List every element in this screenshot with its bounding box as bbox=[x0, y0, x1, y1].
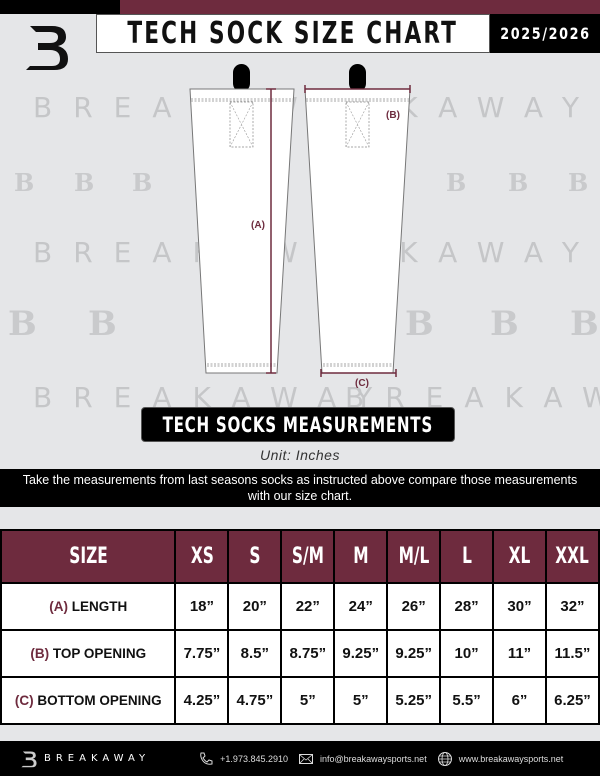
sock-diagram: (A) (B) (C) bbox=[189, 64, 411, 389]
table-cell: 11.5” bbox=[544, 629, 600, 678]
table-cell: 24” bbox=[333, 582, 389, 631]
table-cell: 6” bbox=[492, 676, 547, 725]
watermark-logo-icon: B bbox=[490, 304, 519, 344]
top-bar-accent bbox=[120, 0, 600, 14]
table-cell: 18” bbox=[174, 582, 230, 631]
header-size-col: L bbox=[439, 529, 495, 584]
label-c: (C) bbox=[355, 378, 369, 389]
table-cell: 9.25” bbox=[333, 629, 389, 678]
watermark-logo-icon: B bbox=[405, 304, 434, 344]
header-size-col: S/M bbox=[280, 529, 336, 584]
watermark-text: BREAKAWAY bbox=[380, 91, 600, 124]
header-size-col: M bbox=[333, 529, 389, 584]
watermark-logo-icon: B bbox=[570, 304, 599, 344]
watermark-logo-icon: B bbox=[446, 168, 467, 197]
label-b: (B) bbox=[386, 110, 400, 121]
header-size: SIZE bbox=[0, 529, 177, 584]
table-cell: 4.75” bbox=[227, 676, 283, 725]
unit-label: Unit: Inches bbox=[260, 447, 340, 463]
top-bar-black bbox=[0, 0, 120, 14]
table-cell: 7.75” bbox=[174, 629, 230, 678]
left-sock: (A) bbox=[189, 64, 295, 374]
table-cell: 4.25” bbox=[174, 676, 230, 725]
watermark-text: BREAKAWAY bbox=[380, 236, 600, 269]
header-size-col: XS bbox=[174, 529, 230, 584]
season-badge: 2025/2026 bbox=[490, 14, 600, 53]
table-cell: 6.25” bbox=[544, 676, 600, 725]
table-cell: 5.5” bbox=[439, 676, 495, 725]
table-cell: 5” bbox=[280, 676, 336, 725]
table-cell: 26” bbox=[386, 582, 442, 631]
watermark-logo-icon: B bbox=[14, 168, 35, 197]
watermark-logo-icon: B bbox=[8, 304, 37, 344]
watermark-logo-icon: B bbox=[568, 168, 589, 197]
table-cell: 11” bbox=[492, 629, 547, 678]
table-cell: 20” bbox=[227, 582, 283, 631]
table-header-row: SIZE XS S S/M M M/L L XL XXL bbox=[0, 529, 600, 584]
table-cell: 28” bbox=[439, 582, 495, 631]
table-cell: 8.5” bbox=[227, 629, 283, 678]
table-cell: 9.25” bbox=[386, 629, 442, 678]
watermark-logo-icon: B bbox=[88, 304, 117, 344]
right-sock: (B) (C) bbox=[304, 64, 411, 389]
measurements-title: TECH SOCKS MEASUREMENTS bbox=[162, 412, 434, 437]
header-size-col: XXL bbox=[544, 529, 600, 584]
mail-icon bbox=[299, 753, 313, 764]
watermark-logo-icon: B bbox=[74, 168, 95, 197]
row-label: (B) TOP OPENING bbox=[0, 629, 177, 678]
header-size-col: S bbox=[227, 529, 283, 584]
table-cell: 22” bbox=[280, 582, 336, 631]
measurements-banner: TECH SOCKS MEASUREMENTS bbox=[141, 407, 455, 442]
watermark-logo-icon: B bbox=[508, 168, 529, 197]
table-cell: 32” bbox=[544, 582, 600, 631]
table-cell: 8.75” bbox=[280, 629, 336, 678]
breakaway-logo-icon bbox=[26, 26, 68, 70]
row-label: (A) LENGTH bbox=[0, 582, 177, 631]
label-a: (A) bbox=[251, 220, 265, 231]
watermark-logo-icon: B bbox=[132, 168, 153, 197]
row-label: (C) BOTTOM OPENING bbox=[0, 676, 177, 725]
page-title: TECH SOCK SIZE CHART bbox=[127, 16, 459, 51]
header-size-col: XL bbox=[492, 529, 547, 584]
instructions-text: Take the measurements from last seasons … bbox=[0, 469, 600, 507]
table-cell: 30” bbox=[492, 582, 547, 631]
footer-brand: BREAKAWAY bbox=[44, 753, 151, 764]
table-cell: 5” bbox=[333, 676, 389, 725]
table-row-top-opening: (B) TOP OPENING 7.75” 8.5” 8.75” 9.25” 9… bbox=[0, 629, 600, 678]
footer-logo-icon bbox=[21, 750, 37, 767]
size-chart-table: SIZE XS S S/M M M/L L XL XXL (A) LENGTH … bbox=[0, 529, 600, 725]
footer-website[interactable]: www.breakawaysports.net bbox=[458, 753, 564, 764]
page-title-box: TECH SOCK SIZE CHART bbox=[96, 14, 490, 53]
footer-phone[interactable]: +1.973.845.2910 bbox=[220, 753, 288, 764]
season-label: 2025/2026 bbox=[499, 24, 591, 43]
table-row-bottom-opening: (C) BOTTOM OPENING 4.25” 4.75” 5” 5” 5.2… bbox=[0, 676, 600, 725]
footer: BREAKAWAY +1.973.845.2910 info@breakaway… bbox=[0, 741, 600, 776]
table-cell: 10” bbox=[439, 629, 495, 678]
footer-email[interactable]: info@breakawaysports.net bbox=[320, 753, 427, 764]
phone-icon bbox=[200, 752, 213, 765]
table-row-length: (A) LENGTH 18” 20” 22” 24” 26” 28” 30” 3… bbox=[0, 582, 600, 631]
globe-icon bbox=[437, 751, 452, 766]
table-cell: 5.25” bbox=[386, 676, 442, 725]
header-size-col: M/L bbox=[386, 529, 442, 584]
